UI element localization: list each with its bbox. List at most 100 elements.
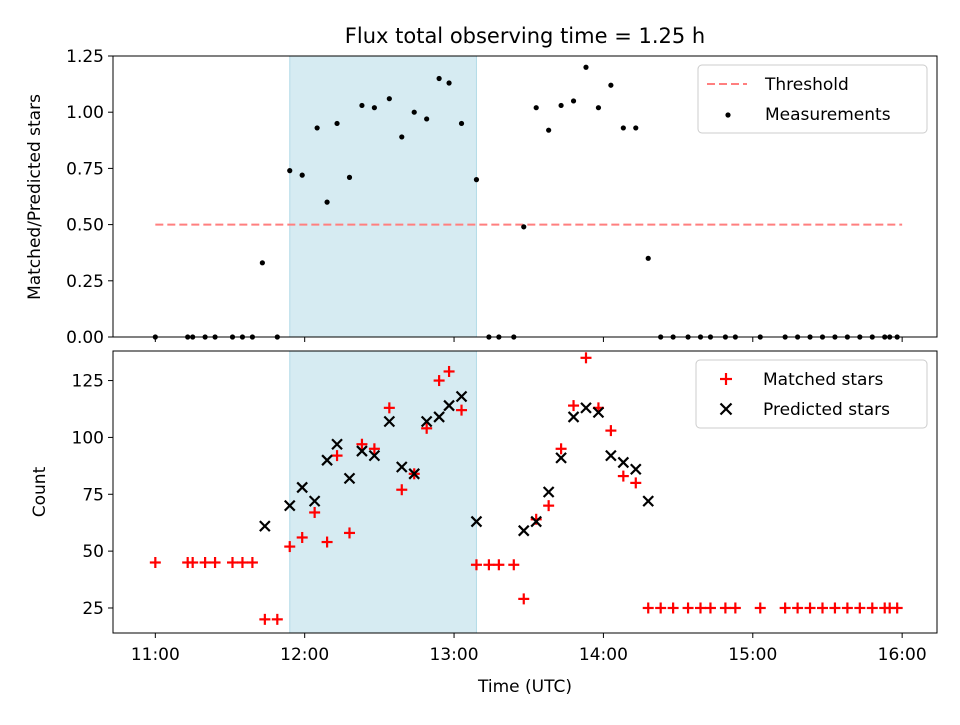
predicted-star-point xyxy=(343,472,356,485)
matched-star-point xyxy=(309,506,321,518)
predicted-star-point xyxy=(395,461,408,473)
measurement-point xyxy=(359,102,365,109)
matched-star-point xyxy=(321,536,333,548)
measurement-point xyxy=(595,105,602,111)
matched-star-point xyxy=(508,559,520,571)
matched-star-point xyxy=(356,438,368,450)
matched-star-point xyxy=(779,602,791,614)
matched-star-point xyxy=(470,559,482,571)
predicted-star-point xyxy=(296,481,308,494)
measurement-point xyxy=(620,125,626,131)
bottom-y-axis-label: Count xyxy=(30,466,50,517)
legend-measurements-swatch xyxy=(725,112,731,118)
matched-star-point xyxy=(568,400,580,412)
matched-star-point xyxy=(655,602,667,614)
predicted-star-point xyxy=(470,515,483,528)
measurement-point xyxy=(399,134,405,140)
matched-star-point xyxy=(704,602,716,614)
matched-star-point xyxy=(841,602,853,614)
predicted-star-point xyxy=(642,495,655,507)
top-y-tick-label: 1.00 xyxy=(66,103,104,123)
matched-star-point xyxy=(642,602,654,614)
top-axes-frame xyxy=(112,55,938,338)
bottom-x-axis-label: Time (UTC) xyxy=(477,677,572,697)
measurement-point xyxy=(287,168,293,174)
bottom-panel: 25 50 75 100 125 11:00 12:00 13:00 14:00 15:00 16… xyxy=(30,350,938,697)
matched-star-point xyxy=(829,602,841,614)
legend-predicted-label: Predicted stars xyxy=(763,400,890,420)
matched-star-point xyxy=(149,557,161,568)
matched-star-point xyxy=(199,557,211,568)
matched-star-point xyxy=(792,602,804,614)
measurement-point xyxy=(259,260,265,266)
matched-star-point xyxy=(433,375,445,387)
matched-star-point xyxy=(682,602,694,614)
matched-star-point xyxy=(543,500,555,512)
legend-measurements-label: Measurements xyxy=(765,105,891,125)
measurement-point xyxy=(546,127,552,133)
predicted-star-point xyxy=(567,411,580,423)
matched-star-point xyxy=(854,602,866,614)
top-observation-span xyxy=(289,55,477,338)
bottom-y-tick-label: 50 xyxy=(82,542,104,562)
matched-star-point xyxy=(667,602,679,614)
predicted-star-point xyxy=(321,454,333,466)
matched-star-point xyxy=(396,484,408,496)
matched-star-point xyxy=(580,352,592,364)
bottom-y-tick-label: 25 xyxy=(82,599,104,619)
measurement-point xyxy=(411,109,417,115)
predicted-star-point xyxy=(420,415,433,428)
matched-star-point xyxy=(483,559,495,571)
matched-star-point xyxy=(555,443,567,455)
matched-star-point xyxy=(271,613,283,625)
bottom-x-tick-label: 15:00 xyxy=(728,645,777,665)
matched-star-point xyxy=(296,531,308,543)
predicted-stars-points xyxy=(259,390,655,537)
bottom-x-tick-label: 11:00 xyxy=(131,645,180,665)
predicted-star-point xyxy=(356,445,368,457)
matched-star-point xyxy=(343,527,355,539)
top-y-tick-label: 0.00 xyxy=(66,328,104,348)
predicted-star-point xyxy=(592,406,605,419)
measurement-point xyxy=(608,82,614,88)
matched-star-point xyxy=(866,602,878,614)
measurement-point xyxy=(386,96,392,102)
matched-star-point xyxy=(719,602,731,614)
matched-star-point xyxy=(368,443,380,455)
top-chart-title: Flux total observing time = 1.25 h xyxy=(345,24,705,48)
matched-star-point xyxy=(187,557,199,568)
legend-threshold-label: Threshold xyxy=(764,75,849,95)
matched-star-point xyxy=(226,557,238,568)
top-y-axis-label: Matched/Predicted stars xyxy=(25,94,45,300)
bottom-x-ticks: 11:00 12:00 13:00 14:00 15:00 16:00 xyxy=(131,633,927,665)
measurement-point xyxy=(570,98,577,104)
predicted-star-point xyxy=(433,411,445,423)
top-y-tick-label: 0.50 xyxy=(66,216,104,236)
matched-star-point xyxy=(246,557,258,568)
matched-star-point xyxy=(695,602,707,614)
matched-star-point xyxy=(209,557,221,568)
predicted-star-point xyxy=(517,524,530,537)
bottom-y-tick-label: 75 xyxy=(82,485,104,505)
matched-star-point xyxy=(518,593,530,605)
bottom-x-tick-label: 12:00 xyxy=(280,645,329,665)
top-legend: Threshold Measurements xyxy=(697,64,928,134)
predicted-star-point xyxy=(580,402,592,414)
measurement-point xyxy=(424,116,430,122)
measurement-point xyxy=(334,120,340,127)
measurement-point xyxy=(314,125,320,131)
bottom-legend: Matched stars Predicted stars xyxy=(695,359,928,429)
predicted-star-point xyxy=(383,415,396,428)
top-panel: 0.00 0.25 0.50 0.75 1.00 1.25 Flux total obse… xyxy=(25,24,938,348)
predicted-star-point xyxy=(308,495,321,507)
matched-star-point xyxy=(443,365,455,377)
bottom-y-tick-label: 125 xyxy=(72,372,104,392)
measurement-point xyxy=(446,80,452,86)
matched-star-point xyxy=(816,602,828,614)
predicted-star-point xyxy=(283,499,296,512)
predicted-star-point xyxy=(408,468,420,480)
predicted-star-point xyxy=(530,515,542,528)
matched-star-point xyxy=(605,425,617,437)
measurement-point xyxy=(473,177,480,183)
